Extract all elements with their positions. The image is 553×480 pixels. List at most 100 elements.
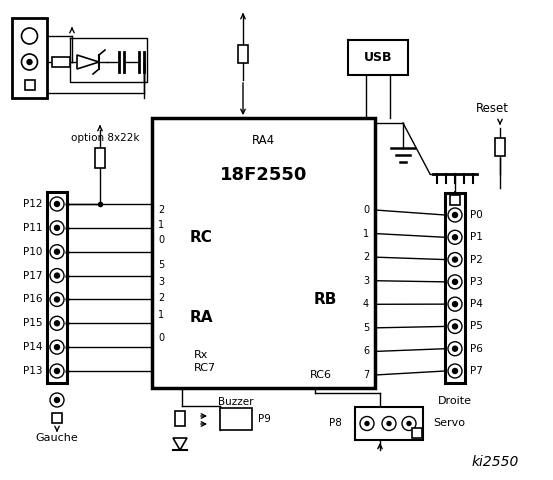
Text: 2: 2: [158, 205, 164, 215]
Text: 5: 5: [158, 260, 164, 270]
Circle shape: [452, 301, 457, 307]
Bar: [12, 18, 47, 98]
Text: Rx: Rx: [194, 350, 208, 360]
Circle shape: [55, 297, 60, 302]
Bar: [238, 45, 248, 63]
Circle shape: [55, 321, 60, 326]
Text: P1: P1: [470, 232, 483, 242]
Circle shape: [50, 269, 64, 283]
Text: P7: P7: [470, 366, 483, 376]
Text: RC6: RC6: [310, 370, 332, 380]
Text: P16: P16: [23, 294, 42, 304]
Circle shape: [387, 421, 391, 425]
Text: 0: 0: [363, 205, 369, 215]
Circle shape: [448, 252, 462, 266]
Bar: [95, 148, 105, 168]
Text: option 8x22k: option 8x22k: [71, 133, 139, 143]
Text: 1: 1: [363, 228, 369, 239]
Text: P3: P3: [470, 277, 483, 287]
Circle shape: [452, 235, 457, 240]
Text: 5: 5: [363, 323, 369, 333]
Circle shape: [55, 249, 60, 254]
Text: P4: P4: [470, 299, 483, 309]
Circle shape: [50, 197, 64, 211]
Circle shape: [27, 60, 32, 64]
Bar: [220, 408, 252, 430]
Text: P17: P17: [23, 271, 42, 281]
Bar: [47, 192, 67, 383]
Circle shape: [50, 221, 64, 235]
Bar: [450, 195, 460, 205]
Circle shape: [50, 316, 64, 330]
Text: USB: USB: [364, 51, 392, 64]
Text: 2: 2: [363, 252, 369, 262]
Circle shape: [448, 275, 462, 289]
Circle shape: [452, 324, 457, 329]
Circle shape: [22, 54, 38, 70]
Text: P5: P5: [470, 322, 483, 331]
Circle shape: [55, 345, 60, 349]
Circle shape: [365, 421, 369, 425]
Circle shape: [382, 417, 396, 431]
Text: Servo: Servo: [433, 419, 465, 429]
Circle shape: [448, 364, 462, 378]
Polygon shape: [173, 438, 187, 450]
Text: 0: 0: [158, 235, 164, 245]
Bar: [445, 193, 465, 383]
Circle shape: [50, 364, 64, 378]
Text: P15: P15: [23, 318, 42, 328]
Bar: [412, 428, 422, 438]
Circle shape: [50, 292, 64, 306]
Text: P10: P10: [23, 247, 42, 257]
Bar: [348, 40, 408, 75]
Circle shape: [360, 417, 374, 431]
Text: P14: P14: [23, 342, 42, 352]
Text: P2: P2: [470, 254, 483, 264]
Text: 3: 3: [158, 277, 164, 287]
Circle shape: [452, 346, 457, 351]
Text: 3: 3: [363, 276, 369, 286]
Text: Buzzer: Buzzer: [218, 397, 254, 407]
Circle shape: [55, 225, 60, 230]
Text: P12: P12: [23, 199, 42, 209]
Circle shape: [452, 369, 457, 373]
Bar: [52, 57, 70, 67]
Circle shape: [448, 230, 462, 244]
Text: P11: P11: [23, 223, 42, 233]
Circle shape: [402, 417, 416, 431]
Circle shape: [55, 397, 60, 403]
Bar: [495, 138, 505, 156]
Circle shape: [452, 279, 457, 284]
Circle shape: [448, 342, 462, 356]
Bar: [24, 80, 34, 90]
Circle shape: [55, 202, 60, 206]
Circle shape: [55, 369, 60, 373]
Text: 2: 2: [158, 293, 164, 303]
Bar: [355, 407, 423, 440]
Text: P13: P13: [23, 366, 42, 376]
Text: P6: P6: [470, 344, 483, 354]
Text: P8: P8: [328, 419, 341, 429]
Text: Droite: Droite: [438, 396, 472, 406]
Text: 6: 6: [363, 347, 369, 357]
Circle shape: [448, 208, 462, 222]
Text: RB: RB: [314, 292, 337, 308]
Bar: [52, 413, 62, 423]
Polygon shape: [77, 55, 99, 69]
Text: RA: RA: [190, 311, 213, 325]
Text: P9: P9: [258, 414, 270, 424]
Text: RA4: RA4: [252, 133, 275, 146]
Circle shape: [50, 393, 64, 407]
Circle shape: [50, 340, 64, 354]
Circle shape: [452, 257, 457, 262]
Bar: [152, 118, 375, 388]
Circle shape: [50, 245, 64, 259]
Text: RC: RC: [190, 230, 213, 245]
Circle shape: [407, 421, 411, 425]
Circle shape: [448, 297, 462, 311]
Text: Reset: Reset: [476, 101, 509, 115]
Circle shape: [55, 273, 60, 278]
Text: 0: 0: [158, 333, 164, 343]
Text: 1: 1: [158, 310, 164, 320]
Text: Gauche: Gauche: [35, 433, 79, 443]
